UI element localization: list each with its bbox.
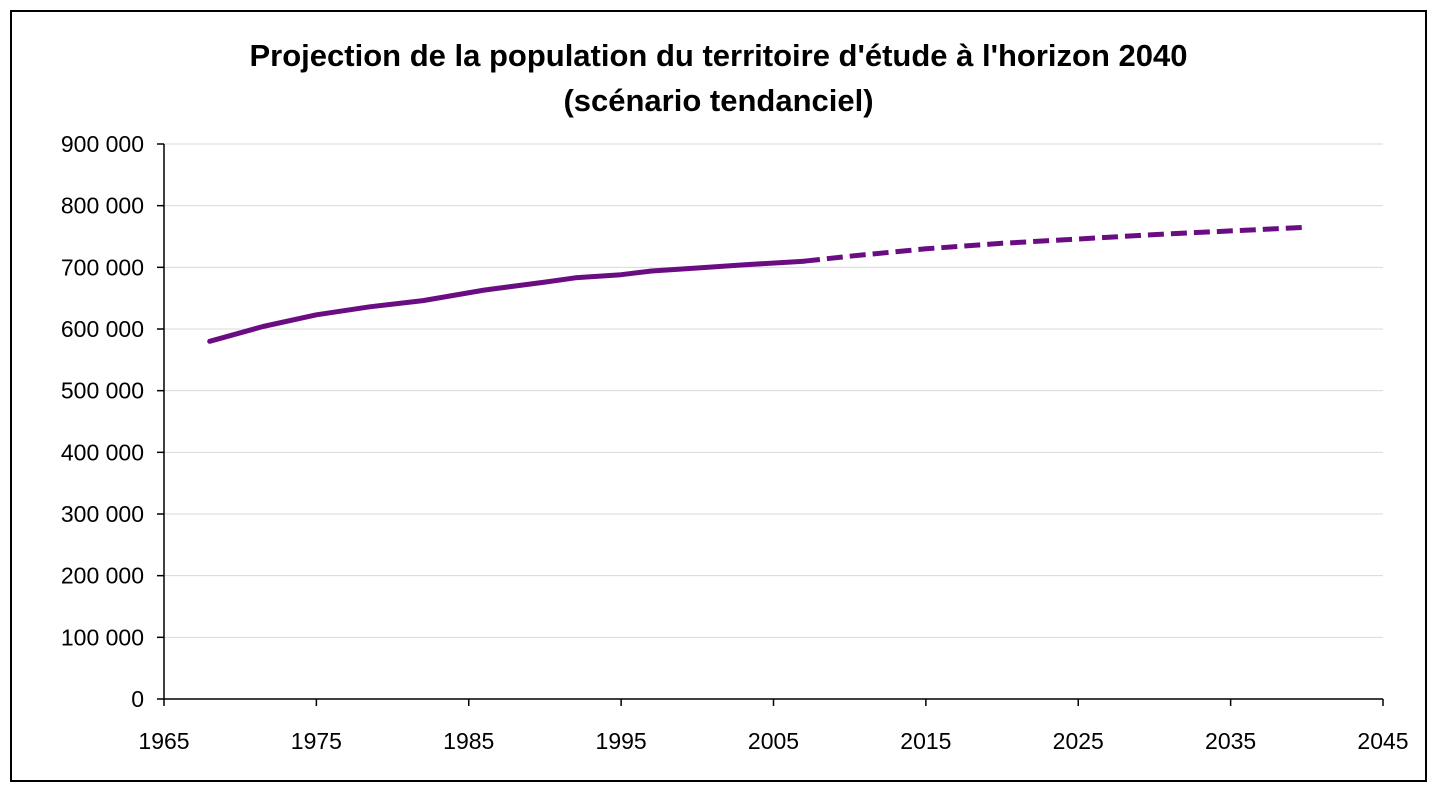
x-tick-label: 1995 <box>596 728 647 754</box>
series-line-projection <box>803 224 1307 264</box>
y-tick-label: 800 000 <box>61 193 144 219</box>
x-tick-label: 1985 <box>443 728 494 754</box>
chart-frame <box>10 10 1427 782</box>
y-tick-label: 700 000 <box>61 254 144 280</box>
gridlines <box>164 143 1383 638</box>
y-tick-label: 300 000 <box>61 501 144 527</box>
x-tick-label: 2005 <box>748 728 799 754</box>
y-tick-label: 200 000 <box>61 563 144 589</box>
y-tick-label: 100 000 <box>61 624 144 650</box>
series-line-observed <box>207 258 807 344</box>
series-lines <box>207 224 1307 344</box>
x-tick-label: 2045 <box>1357 728 1408 754</box>
chart-subtitle: (scénario tendanciel) <box>563 83 874 118</box>
x-tick-label: 2035 <box>1205 728 1256 754</box>
x-tick-label: 2025 <box>1053 728 1104 754</box>
y-tick-label: 500 000 <box>61 378 144 404</box>
x-axis-ticks: 1965 1975 1985 1995 2005 2015 2025 2035 2045 <box>138 699 1409 754</box>
y-tick-label: 0 <box>131 686 144 712</box>
chart-title: Projection de la population du territoir… <box>249 38 1188 73</box>
x-tick-label: 1965 <box>138 728 189 754</box>
y-tick-label: 400 000 <box>61 439 144 465</box>
x-tick-label: 2015 <box>900 728 951 754</box>
y-tick-label: 900 000 <box>61 131 144 157</box>
y-tick-label: 600 000 <box>61 316 144 342</box>
axes <box>163 144 1383 700</box>
x-tick-label: 1975 <box>291 728 342 754</box>
y-axis-ticks: 0 100 000 200 000 300 000 400 000 500 000 600 … <box>61 131 164 712</box>
